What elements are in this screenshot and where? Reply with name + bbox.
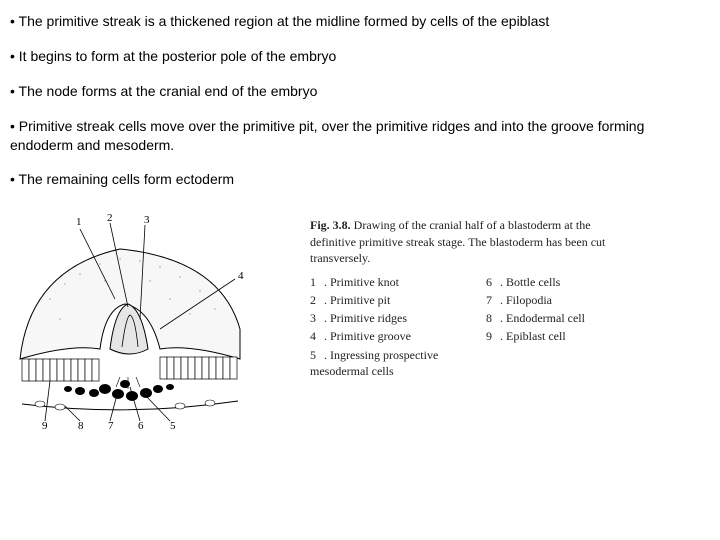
figure-row: 1 2 3 4 5 6 7 8 9 Fig. 3.8. Drawing of t… bbox=[10, 209, 710, 429]
drawing-label-4: 4 bbox=[238, 270, 244, 282]
bullet-text: It begins to form at the posterior pole … bbox=[19, 48, 337, 64]
legend-item: 9. Epiblast cell bbox=[486, 328, 585, 344]
legend-item: 7. Filopodia bbox=[486, 292, 585, 308]
bullet-marker: • bbox=[10, 48, 19, 64]
legend-item: 8. Endodermal cell bbox=[486, 310, 585, 326]
legend-item: 5. Ingressing prospective mesodermal cel… bbox=[310, 347, 460, 379]
embryo-drawing: 1 2 3 4 5 6 7 8 9 bbox=[10, 209, 250, 429]
bullet-marker: • bbox=[10, 83, 19, 99]
figure-caption: Fig. 3.8. Drawing of the cranial half of… bbox=[310, 217, 630, 266]
bullet-text: The primitive streak is a thickened regi… bbox=[19, 13, 550, 29]
bullet-item: • The primitive streak is a thickened re… bbox=[10, 12, 710, 31]
figure-caption-title: Fig. 3.8. bbox=[310, 218, 351, 232]
bullet-text: The remaining cells form ectoderm bbox=[19, 171, 235, 187]
drawing-label-9: 9 bbox=[42, 420, 48, 429]
drawing-label-1: 1 bbox=[76, 216, 82, 228]
bullet-list: • The primitive streak is a thickened re… bbox=[10, 12, 710, 189]
figure-caption-text: Drawing of the cranial half of a blastod… bbox=[310, 218, 605, 264]
legend-col-right: 6. Bottle cells 7. Filopodia 8. Endoderm… bbox=[486, 274, 585, 381]
legend-item: 2. Primitive pit bbox=[310, 292, 460, 308]
drawing-label-6: 6 bbox=[138, 420, 144, 429]
legend-col-left: 1. Primitive knot 2. Primitive pit 3. Pr… bbox=[310, 274, 460, 381]
drawing-label-5: 5 bbox=[170, 420, 176, 429]
drawing-label-8: 8 bbox=[78, 420, 84, 429]
bullet-item: • The remaining cells form ectoderm bbox=[10, 170, 710, 189]
figure-legend: Fig. 3.8. Drawing of the cranial half of… bbox=[310, 209, 630, 381]
legend-item: 3. Primitive ridges bbox=[310, 310, 460, 326]
bullet-marker: • bbox=[10, 118, 19, 134]
bullet-text: Primitive streak cells move over the pri… bbox=[10, 118, 644, 153]
bullet-item: • The node forms at the cranial end of t… bbox=[10, 82, 710, 101]
bullet-text: The node forms at the cranial end of the… bbox=[19, 83, 318, 99]
drawing-label-7: 7 bbox=[108, 420, 114, 429]
bullet-item: • Primitive streak cells move over the p… bbox=[10, 117, 710, 155]
legend-item: 1. Primitive knot bbox=[310, 274, 460, 290]
legend-item: 4. Primitive groove bbox=[310, 328, 460, 344]
drawing-label-2: 2 bbox=[107, 212, 113, 224]
bullet-item: • It begins to form at the posterior pol… bbox=[10, 47, 710, 66]
drawing-label-3: 3 bbox=[144, 214, 150, 226]
bullet-marker: • bbox=[10, 171, 19, 187]
embryo-svg: 1 2 3 4 5 6 7 8 9 bbox=[10, 209, 250, 429]
legend-item: 6. Bottle cells bbox=[486, 274, 585, 290]
bullet-marker: • bbox=[10, 13, 19, 29]
